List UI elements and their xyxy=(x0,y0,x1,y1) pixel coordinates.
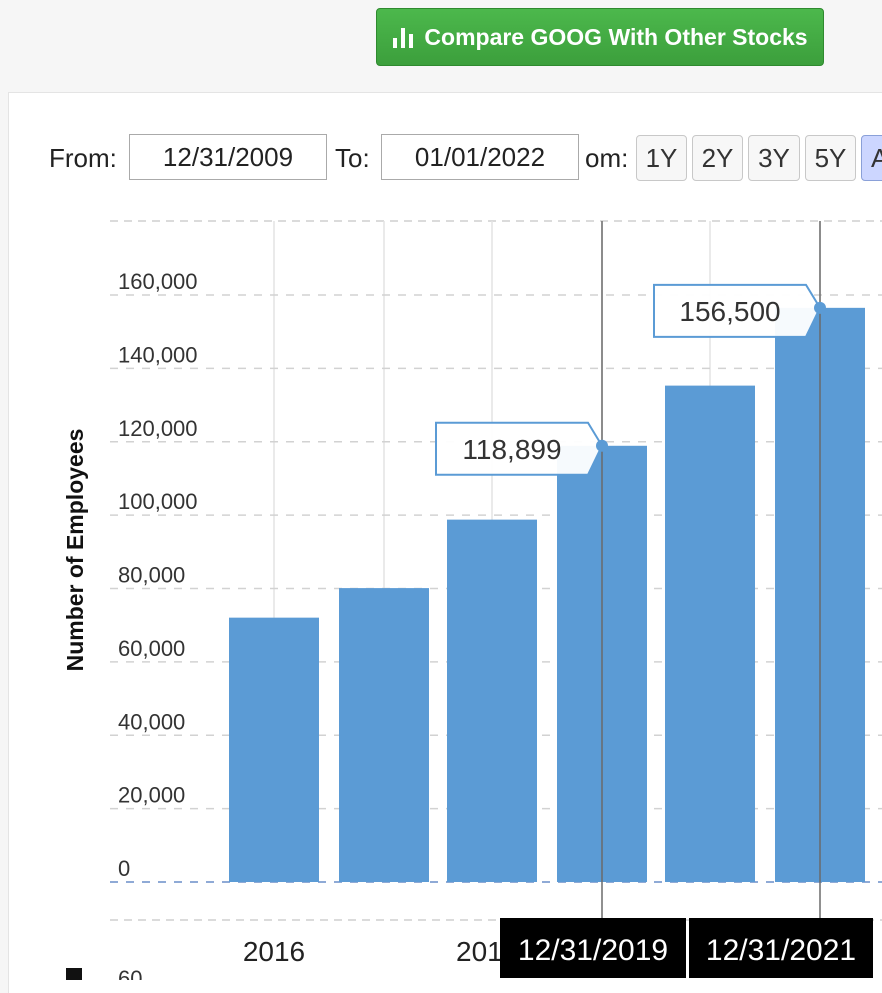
tooltip-box xyxy=(653,283,822,338)
y-tick-label: 100,000 xyxy=(118,489,198,514)
crosshair-label-text: 12/31/2019 xyxy=(518,934,668,967)
y-tick-label: 80,000 xyxy=(118,563,185,588)
zoom-5y-button[interactable]: 5Y xyxy=(805,135,856,181)
bar[interactable] xyxy=(339,588,429,882)
y-tick-label: 20,000 xyxy=(118,783,185,808)
y-axis-title: Number of Employees xyxy=(62,429,88,672)
crosshair-date-label: 12/31/2021 xyxy=(689,918,873,978)
bars xyxy=(229,307,865,882)
zoom-2y-button[interactable]: 2Y xyxy=(692,135,743,181)
y-tick-label: 120,000 xyxy=(118,416,198,441)
to-date-input[interactable]: 01/01/2022 xyxy=(381,134,579,180)
zoom-3y-button[interactable]: 3Y xyxy=(748,135,800,181)
compare-stocks-button[interactable]: Compare GOOG With Other Stocks xyxy=(376,8,824,66)
compare-button-label: Compare GOOG With Other Stocks xyxy=(424,23,808,50)
y-tick-label: 0 xyxy=(118,856,130,881)
x-axis-ticks: 2016 201 12/31/2019 12/31/2021 xyxy=(110,918,882,978)
tooltip-value: 118,899 xyxy=(462,434,561,465)
x-tick-label: 201 xyxy=(456,936,503,967)
tooltip-marker xyxy=(814,301,826,314)
y-axis-ticks: 0 20,000 40,000 60,000 80,000 100,000 120,000 1… xyxy=(118,269,198,881)
tooltip-value: 156,500 xyxy=(679,296,780,327)
y-tick-label: 40,000 xyxy=(118,709,185,734)
crosshair-label-bg xyxy=(500,918,686,978)
lower-chart-title-fragment xyxy=(66,968,82,980)
lower-chart: 60 xyxy=(66,966,142,980)
lower-chart-tick: 60 xyxy=(118,966,142,980)
crosshair-label-bg xyxy=(689,918,873,978)
tooltip-box xyxy=(435,421,604,476)
tooltip: 118,899 xyxy=(435,421,608,476)
tooltip-marker xyxy=(596,439,608,452)
from-date-input[interactable]: 12/31/2009 xyxy=(129,134,327,180)
bar[interactable] xyxy=(665,385,755,882)
bar-chart-icon xyxy=(393,28,414,48)
zoom-label: om: xyxy=(585,143,629,173)
crosshair-date-label: 12/31/2019 xyxy=(500,918,686,978)
crosshair-label-text: 12/31/2021 xyxy=(706,934,856,967)
tooltip: 156,500 xyxy=(653,283,826,338)
top-bar: Compare GOOG With Other Stocks xyxy=(0,0,882,92)
y-tick-label: 60,000 xyxy=(118,636,185,661)
y-tick-label: 160,000 xyxy=(118,269,198,294)
zoom-all-button[interactable]: A xyxy=(861,135,882,181)
crosshairs xyxy=(601,221,821,920)
bar[interactable] xyxy=(447,519,537,882)
tooltips: 118,899 156,500 xyxy=(435,283,826,476)
zoom-1y-button[interactable]: 1Y xyxy=(636,135,687,181)
y-tick-label: 140,000 xyxy=(118,342,198,367)
x-tick-label: 2016 xyxy=(243,936,305,967)
to-label: To: xyxy=(335,143,370,173)
from-label: From: xyxy=(49,143,117,173)
bar[interactable] xyxy=(229,617,319,882)
